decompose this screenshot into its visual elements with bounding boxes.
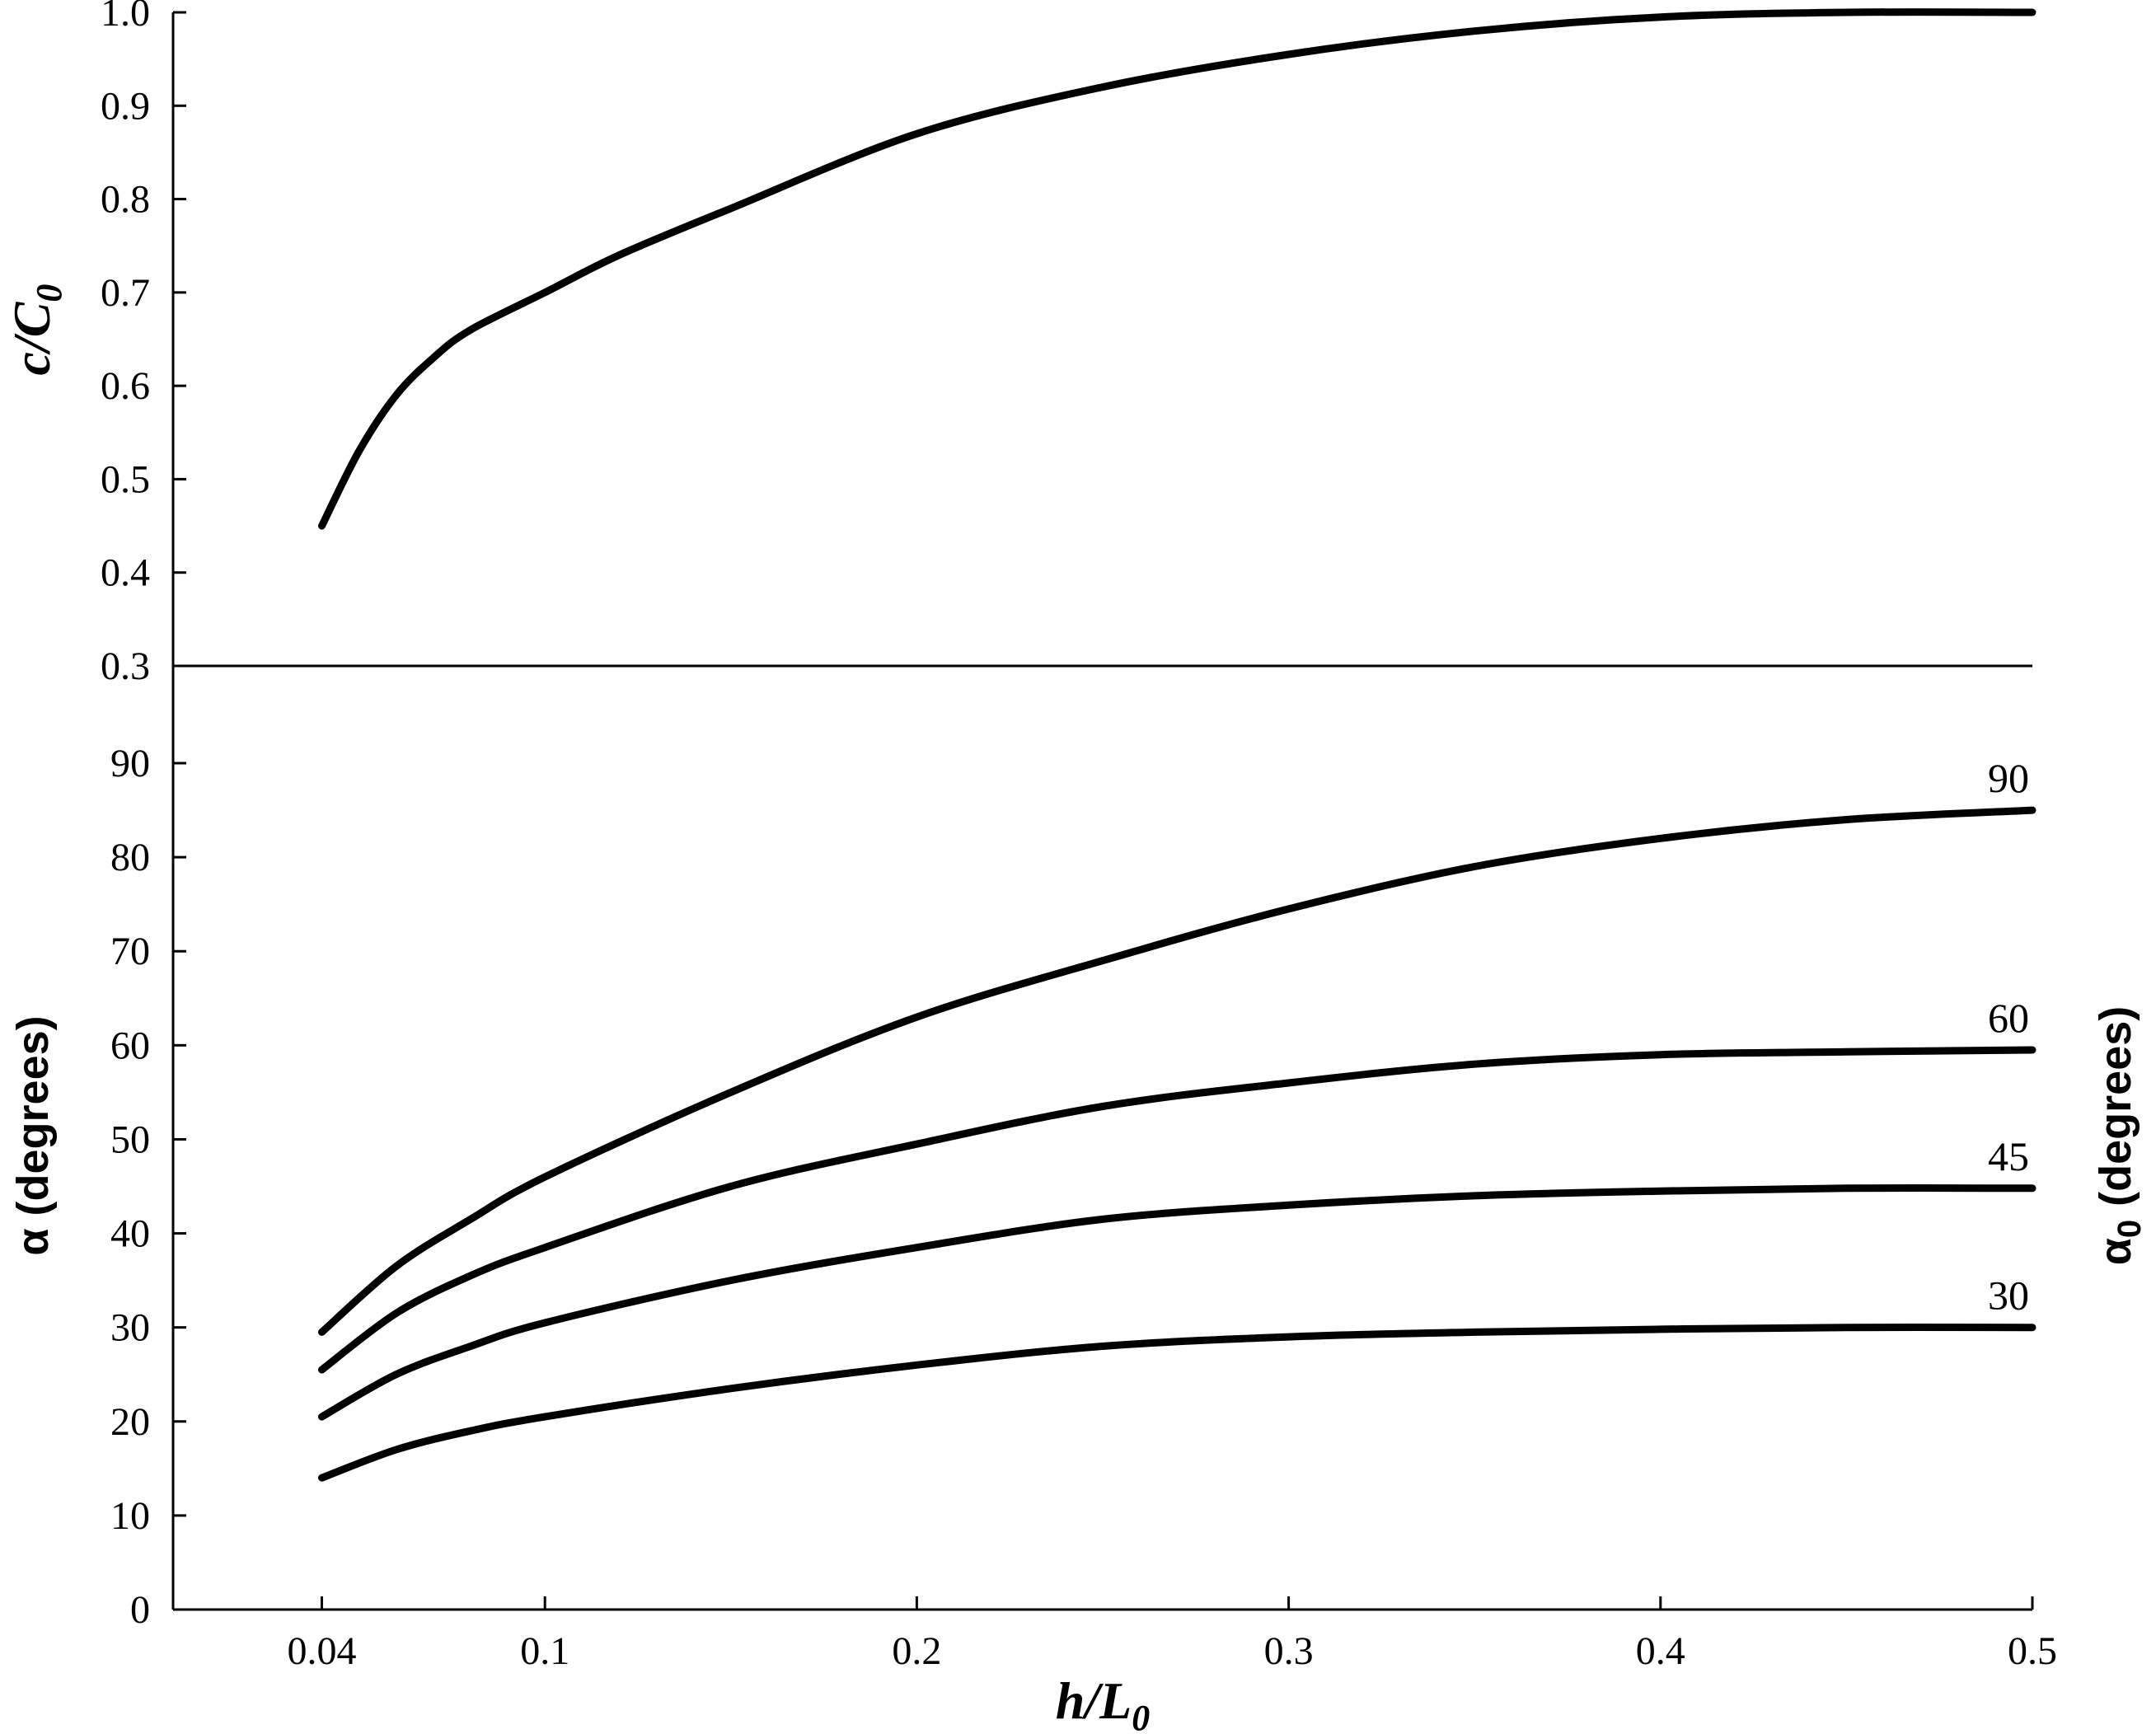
x-tick-label: 0.04	[287, 1629, 356, 1673]
top-y-tick-label: 0.9	[101, 84, 150, 128]
series-line-45	[318, 1184, 2036, 1421]
chart-curves	[318, 8, 2036, 1482]
bottom-y-tick-label: 50	[110, 1118, 150, 1161]
bottom-y-tick-label: 20	[110, 1400, 150, 1444]
x-tick-label: 0.4	[1636, 1629, 1685, 1673]
series-label-30: 30	[1988, 1272, 2029, 1319]
x-tick-label: 0.1	[520, 1629, 569, 1673]
x-ticks: 0.04 0.1 0.2 0.3 0.4 0.5	[287, 1596, 2057, 1673]
bottom-y-tick-label: 70	[110, 930, 150, 973]
top-y-tick-label: 0.5	[101, 457, 150, 501]
series-label-60: 60	[1988, 995, 2029, 1041]
curve-labels: 90 60 45 30	[1988, 755, 2029, 1319]
top-y-tick-label: 0.6	[101, 364, 150, 408]
bottom-y-tick-label: 40	[110, 1212, 150, 1256]
x-tick-label: 0.3	[1264, 1629, 1314, 1673]
top-y-ticks: 0.3 0.4 0.5 0.6 0.7 0.8 0.9 1.0	[101, 0, 186, 688]
series-line-60	[318, 1046, 2036, 1374]
x-axis-title: h/L0	[1056, 1671, 1150, 1734]
top-series-line	[318, 8, 2036, 530]
top-y-tick-label: 0.3	[101, 644, 150, 688]
top-y-axis-title: c/C0	[2, 284, 69, 376]
bottom-y-tick-label: 90	[110, 742, 150, 785]
bottom-y-tick-label: 0	[130, 1588, 150, 1632]
bottom-right-y-axis-title: α0(degrees)	[2091, 1006, 2148, 1266]
top-y-tick-label: 0.8	[101, 178, 150, 222]
x-tick-label: 0.5	[2008, 1629, 2057, 1673]
series-label-90: 90	[1988, 755, 2029, 801]
bottom-y-axis-title: α (degrees)	[8, 1015, 58, 1255]
bottom-y-tick-label: 30	[110, 1306, 150, 1350]
series-line-90	[318, 806, 2036, 1336]
top-y-tick-label: 1.0	[101, 0, 150, 35]
bottom-y-tick-label: 10	[110, 1494, 150, 1538]
bottom-y-tick-label: 80	[110, 836, 150, 879]
series-line-30	[318, 1324, 2036, 1482]
x-tick-label: 0.2	[892, 1629, 941, 1673]
top-y-tick-label: 0.7	[101, 271, 150, 315]
bottom-y-ticks: 0 10 20 30 40 50 60 70 80 90	[110, 742, 186, 1632]
top-y-tick-label: 0.4	[101, 551, 150, 595]
bottom-y-tick-label: 60	[110, 1024, 150, 1067]
series-label-45: 45	[1988, 1133, 2029, 1179]
